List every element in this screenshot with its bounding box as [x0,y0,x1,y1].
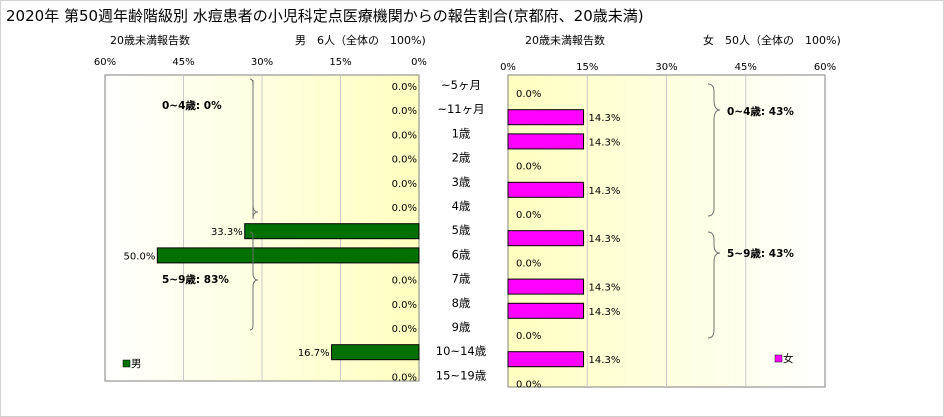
right-brace-0-4 [707,83,721,217]
male-value-label: 0.0% [392,155,417,166]
male-value-label: 0.0% [392,324,417,335]
female-value-label: 0.0% [516,331,541,342]
female-value-label: 0.0% [516,210,541,221]
male-value-label: 50.0% [124,251,156,262]
female-value-label: 0.0% [516,379,541,390]
female-bar [507,133,585,150]
age-label: 4歳 [452,199,471,213]
male-bar [331,344,420,361]
female-bar [507,351,585,368]
male-bars [156,223,420,361]
legend-male-swatch [122,359,131,368]
male-bar [156,247,420,264]
left-brace-5-9 [249,231,259,331]
age-label: 10~14歳 [436,344,487,358]
legend-female-label: 女 [783,352,794,365]
left-group-label-5-9: 5~9歳: 83% [162,273,229,286]
age-label: 7歳 [452,272,471,286]
age-label: ~11ヶ月 [437,102,484,116]
left-subtitle-count: 20歳未満報告数 [110,34,190,47]
left-brace-0-4 [249,78,259,220]
female-value-label: 14.3% [589,186,621,197]
age-label: 8歳 [452,296,471,310]
female-bar [507,302,585,319]
female-value-label: 0.0% [516,89,541,100]
left-group-label-0-4: 0~4歳: 0% [162,99,222,112]
age-label: ~5ヶ月 [441,78,481,92]
right-subtitle-count: 20歳未満報告数 [525,34,605,47]
male-value-label: 0.0% [392,82,417,93]
female-bar [507,109,585,126]
age-label: 6歳 [452,247,471,261]
male-value-label: 16.7% [298,348,330,359]
male-value-label: 0.0% [392,372,417,383]
age-category-labels: ~5ヶ月 ~11ヶ月 1歳 2歳 3歳 4歳 5歳 6歳 7歳 8歳 9歳 10~14歳 15~19歳 [436,78,487,382]
male-value-label: 33.3% [211,227,243,238]
legend-female-swatch [774,354,783,363]
male-value-label: 0.0% [392,130,417,141]
male-value-label: 0.0% [392,106,417,117]
female-value-label: 14.3% [589,355,621,366]
female-value-label: 14.3% [589,307,621,318]
male-value-label: 0.0% [392,179,417,190]
female-bars [507,109,585,368]
right-group-label-5-9: 5~9歳: 43% [727,247,794,260]
left-tick-label: 30% [251,57,273,68]
chart-title: 2020年 第50週年齢階級別 水痘患者の小児科定点医療機関からの報告割合(京都… [6,7,644,25]
female-bar [507,181,585,198]
age-label: 3歳 [452,175,471,189]
right-tick-label: 60% [814,62,836,73]
female-bar [507,278,585,295]
left-axis-ticks: 60% 45% 30% 15% 0% [94,57,427,68]
female-value-label: 0.0% [516,162,541,173]
female-value-label: 14.3% [589,283,621,294]
male-value-label: 0.0% [392,300,417,311]
female-bar [507,230,585,247]
legend-male-label: 男 [131,358,142,370]
male-value-label: 0.0% [392,276,417,287]
age-label: 5歳 [452,223,471,237]
right-subtitle-female: 女 50人（全体の 100%) [703,33,841,47]
female-value-label: 14.3% [589,137,621,148]
age-label: 2歳 [452,151,471,165]
left-tick-label: 60% [94,57,116,68]
female-value-label: 14.3% [589,234,621,245]
age-label: 15~19歳 [436,368,487,382]
male-value-labels: 0.0% 0.0% 0.0% 0.0% 0.0% 0.0% 33.3% 50.0% 0.0% 0.… [124,82,417,383]
right-group-label-0-4: 0~4歳: 43% [727,105,794,118]
right-tick-label: 15% [576,62,598,73]
right-brace-5-9 [707,231,721,339]
left-tick-label: 45% [172,57,194,68]
female-value-label: 0.0% [516,258,541,269]
right-axis-ticks: 0% 15% 30% 45% 60% [500,62,836,73]
right-tick-label: 0% [500,62,516,73]
female-value-label: 14.3% [589,113,621,124]
age-label: 1歳 [452,126,471,140]
right-tick-label: 45% [735,62,757,73]
right-gridlines [586,75,747,387]
female-value-labels: 0.0% 14.3% 14.3% 0.0% 14.3% 0.0% 14.3% 0.0% 14.3… [516,89,620,390]
left-subtitle-male: 男 6人（全体の 100%) [295,33,426,47]
male-bar [244,223,420,240]
left-tick-label: 15% [329,57,351,68]
age-label: 9歳 [452,320,471,334]
male-value-label: 0.0% [392,203,417,214]
left-tick-label: 0% [411,57,427,68]
right-tick-label: 30% [655,62,677,73]
